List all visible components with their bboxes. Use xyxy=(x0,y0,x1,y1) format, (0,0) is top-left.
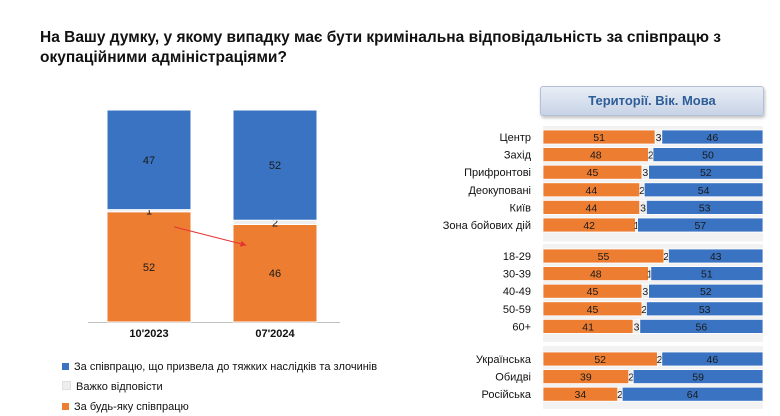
bar-value-label: 45 xyxy=(587,167,599,179)
bar-segment xyxy=(648,283,764,299)
bar-value-label: 46 xyxy=(269,268,281,280)
bar-segment xyxy=(648,164,764,180)
legend-item: За співпрацю, що призвела до тяжких насл… xyxy=(62,360,377,374)
bar-value-label: 3 xyxy=(642,167,648,179)
trend-arrow xyxy=(174,226,247,247)
bar-value-label: 52 xyxy=(594,354,606,366)
category-label: 07'2024 xyxy=(255,328,295,340)
bar-value-label: 57 xyxy=(694,220,706,232)
bar-value-label: 1 xyxy=(634,220,640,232)
bar-value-label: 45 xyxy=(587,286,599,298)
bar-value-label: 51 xyxy=(701,269,713,281)
bar-value-label: 53 xyxy=(699,202,711,214)
legend-label: За співпрацю, що призвела до тяжких насл… xyxy=(74,361,378,373)
bar-value-label: 41 xyxy=(582,321,594,333)
bar-segment xyxy=(232,223,318,323)
bar-segment xyxy=(106,109,192,211)
bar-value-label: 53 xyxy=(699,304,711,316)
bar-value-label: 2 xyxy=(657,354,663,366)
bar-segment xyxy=(650,266,764,282)
row-label: Київ xyxy=(510,202,532,214)
bar-value-label: 52 xyxy=(269,160,281,172)
bar-segment xyxy=(652,147,764,163)
row-label: 60+ xyxy=(512,321,531,333)
bar-value-label: 55 xyxy=(598,251,610,263)
bar-value-label: 59 xyxy=(692,372,704,384)
bar-value-label: 2 xyxy=(639,185,645,197)
bar-value-label: 47 xyxy=(143,155,155,167)
bar-value-label: 54 xyxy=(698,185,710,197)
bar-value-label: 64 xyxy=(687,389,699,401)
bar-value-label: 52 xyxy=(700,167,712,179)
bar-segment xyxy=(661,129,764,145)
bar-value-label: 2 xyxy=(628,372,634,384)
bar-segment xyxy=(232,109,318,221)
row-label: 40-49 xyxy=(503,286,531,298)
bar-segment xyxy=(646,199,764,215)
bar-segment xyxy=(637,217,764,233)
row-label: 30-39 xyxy=(503,269,531,281)
bar-value-label: 46 xyxy=(707,354,719,366)
bar-value-label: 2 xyxy=(617,389,623,401)
row-label: 50-59 xyxy=(503,304,531,316)
bar-value-label: 2 xyxy=(663,251,669,263)
legend-item: За будь-яку співпрацю xyxy=(62,400,189,414)
bar-segment xyxy=(646,301,764,317)
bar-value-label: 48 xyxy=(590,269,602,281)
page-title: На Вашу думку, у якому випадку має бути … xyxy=(40,29,721,66)
bar-value-label: 1 xyxy=(146,206,152,218)
legend-swatch xyxy=(62,381,71,390)
category-label: 10'2023 xyxy=(129,328,168,340)
bar-value-label: 2 xyxy=(641,304,647,316)
bar-value-label: 43 xyxy=(710,251,722,263)
row-label: Зона бойових дій xyxy=(443,220,531,232)
bar-segment xyxy=(621,386,764,402)
row-label: Центр xyxy=(500,132,532,144)
bar-value-label: 44 xyxy=(586,202,598,214)
row-label: Російська xyxy=(482,389,532,401)
bar-value-label: 42 xyxy=(583,220,595,232)
legend-item: Важко відповісти xyxy=(62,380,163,394)
bar-value-label: 3 xyxy=(656,132,662,144)
bar-value-label: 44 xyxy=(586,185,598,197)
bar-value-label: 2 xyxy=(648,150,654,162)
row-label: Захід xyxy=(504,150,532,162)
bar-value-label: 3 xyxy=(642,286,648,298)
row-label: Прифронтові xyxy=(464,167,531,179)
bar-value-label: 45 xyxy=(587,304,599,316)
bar-value-label: 52 xyxy=(143,262,155,274)
bar-segment xyxy=(661,351,764,367)
bar-segment xyxy=(632,369,764,385)
bar-value-label: 56 xyxy=(696,321,708,333)
bar-value-label: 2 xyxy=(272,217,278,229)
bar-value-label: 51 xyxy=(593,132,605,144)
row-label: 18-29 xyxy=(503,251,531,263)
legend-label: За будь-яку співпрацю xyxy=(74,401,189,413)
stacked-bar-chart: 52 1 47 10'2023 46 2 52 07'2024 xyxy=(88,109,340,340)
row-label: Обидві xyxy=(495,372,531,384)
bar-value-label: 52 xyxy=(700,286,712,298)
row-label: Українська xyxy=(476,354,532,366)
bar-segment xyxy=(668,248,764,264)
bar-value-label: 46 xyxy=(707,132,719,144)
bar-segment xyxy=(643,182,764,198)
legend-swatch xyxy=(62,363,69,370)
bar-value-label: 1 xyxy=(647,269,653,281)
bar-value-label: 50 xyxy=(702,150,714,162)
bar-value-label: 48 xyxy=(590,150,602,162)
bar-segment xyxy=(639,318,764,334)
bar-value-label: 39 xyxy=(580,372,592,384)
legend-swatch xyxy=(62,403,69,410)
panel-header: Території. Вік. Мова xyxy=(540,86,764,116)
bar-value-label: 34 xyxy=(575,389,587,401)
row-label: Деокуповані xyxy=(468,185,531,197)
bar-segment xyxy=(106,211,192,323)
bar-value-label: 3 xyxy=(640,202,646,214)
bar-value-label: 3 xyxy=(634,321,640,333)
legend-label: Важко відповісти xyxy=(76,381,163,393)
